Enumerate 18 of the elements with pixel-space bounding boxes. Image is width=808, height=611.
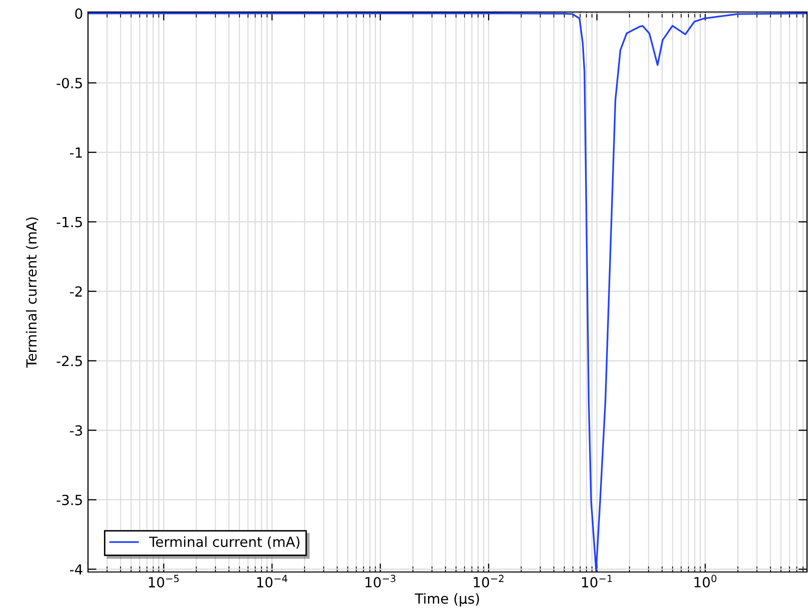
y-tick-label: -2 [70,286,82,297]
y-tick-label: -3.5 [56,494,82,506]
x-tick-label: 10$^{0}$ [694,574,716,588]
y-tick-label: 0 [75,8,82,19]
y-tick-label: -3 [70,425,82,436]
x-tick-label: 10$^{−4}$ [257,574,288,588]
y-tick-label: -2.5 [56,356,82,366]
y-tick-label: -1 [70,148,82,158]
y-tick-label: -4 [70,564,82,574]
x-tick-label: 10$^{−3}$ [366,574,396,588]
x-tick-label: 10$^{−5}$ [148,574,179,588]
y-axis-title: Terminal current (mA) [26,217,38,368]
x-tick-label: 10$^{−2}$ [474,574,504,588]
x-axis-title: Time (µs) [414,593,479,607]
x-tick-label: 10$^{−1}$ [582,574,612,588]
y-tick-label: -1.5 [56,216,82,228]
legend-label: Terminal current (mA) [149,536,300,549]
y-tick-label: -0.5 [56,78,82,88]
